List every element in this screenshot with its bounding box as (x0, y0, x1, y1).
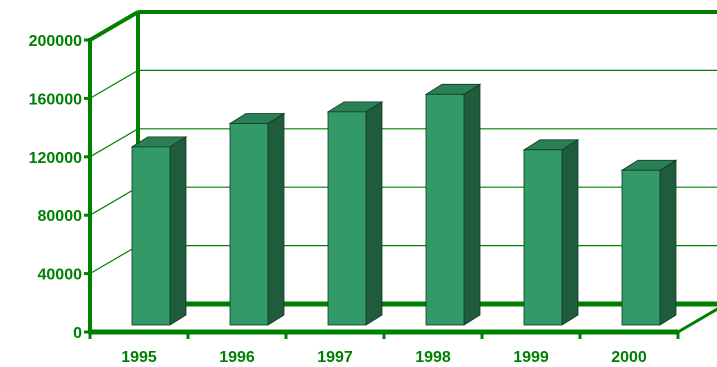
bar-1995 (131, 146, 171, 326)
bar-side-1999 (561, 139, 579, 326)
gridline-side-1 (89, 245, 139, 275)
x-tick-label-2000: 2000 (611, 349, 647, 366)
side-wall-top-edge (88, 10, 140, 42)
y-tick-label-5: 200000 (29, 33, 82, 50)
bar-2000 (621, 169, 661, 326)
bar-side-1997 (365, 101, 383, 326)
gridline-side-4 (89, 69, 139, 99)
y-tick-label-0: 0 (73, 325, 82, 342)
gridline-side-2 (89, 186, 139, 216)
bar-1999 (523, 149, 563, 326)
bar-side-1995 (169, 136, 187, 326)
gridline-side-3 (89, 128, 139, 158)
y-tick-label-2: 80000 (38, 208, 83, 225)
bar-side-1998 (463, 83, 481, 326)
y-tick-label-4: 160000 (29, 91, 82, 108)
bar-1996 (229, 123, 269, 326)
x-tick-label-1995: 1995 (121, 349, 157, 366)
y-tick-label-3: 120000 (29, 150, 82, 167)
x-tick-label-1998: 1998 (415, 349, 451, 366)
floor-right-edge (677, 307, 717, 334)
x-tick-label-1999: 1999 (513, 349, 549, 366)
y-tick-label-1: 40000 (38, 267, 83, 284)
bar-side-2000 (659, 159, 677, 326)
bar-side-1996 (267, 112, 285, 326)
x-tick-label-1997: 1997 (317, 349, 353, 366)
bar-1997 (327, 111, 367, 326)
bar-1998 (425, 93, 465, 326)
x-tick-label-1996: 1996 (219, 349, 255, 366)
